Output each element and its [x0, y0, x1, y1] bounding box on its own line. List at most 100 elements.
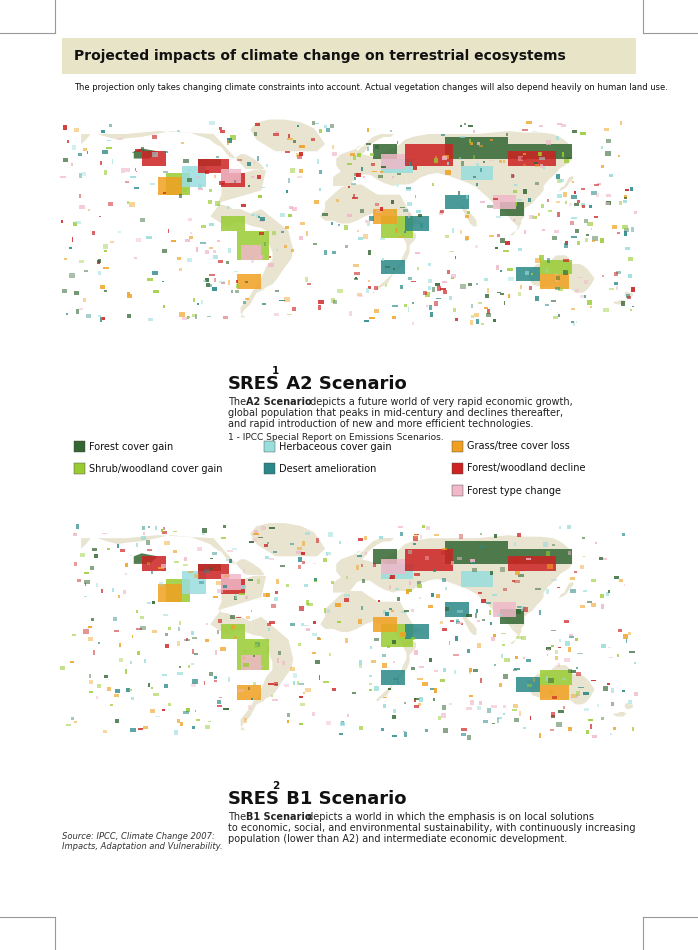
- Bar: [632, 288, 634, 292]
- Bar: [362, 580, 364, 583]
- Bar: [255, 123, 260, 126]
- Polygon shape: [445, 542, 508, 564]
- Bar: [596, 193, 600, 197]
- Bar: [503, 712, 505, 715]
- Bar: [576, 673, 581, 676]
- Bar: [72, 634, 75, 636]
- Bar: [623, 231, 628, 236]
- Bar: [514, 580, 520, 582]
- Bar: [79, 204, 85, 209]
- Bar: [205, 639, 209, 642]
- Bar: [459, 157, 461, 161]
- Bar: [408, 213, 410, 218]
- Bar: [97, 684, 101, 688]
- Bar: [546, 140, 551, 144]
- Bar: [567, 648, 571, 652]
- Bar: [565, 200, 567, 203]
- Polygon shape: [461, 572, 493, 586]
- Bar: [175, 187, 181, 189]
- Bar: [102, 317, 105, 320]
- Polygon shape: [181, 572, 205, 594]
- Bar: [450, 620, 454, 622]
- Bar: [60, 666, 65, 671]
- Bar: [244, 301, 246, 304]
- Bar: [604, 128, 609, 131]
- Bar: [73, 145, 76, 150]
- Bar: [466, 708, 473, 710]
- Bar: [512, 710, 517, 711]
- Bar: [567, 551, 571, 555]
- Bar: [61, 220, 63, 222]
- Bar: [236, 284, 239, 288]
- Polygon shape: [225, 209, 293, 317]
- Bar: [468, 212, 470, 215]
- Bar: [84, 583, 87, 585]
- Bar: [352, 194, 355, 198]
- Bar: [142, 537, 146, 540]
- Bar: [609, 288, 614, 291]
- Bar: [151, 687, 154, 689]
- Bar: [235, 271, 237, 273]
- Bar: [332, 152, 337, 156]
- Bar: [356, 565, 359, 570]
- Bar: [501, 633, 506, 635]
- Bar: [221, 537, 226, 540]
- Bar: [99, 216, 101, 218]
- Bar: [397, 173, 401, 175]
- Bar: [484, 307, 488, 309]
- Bar: [369, 689, 373, 692]
- Bar: [227, 205, 229, 209]
- Bar: [371, 660, 376, 663]
- Bar: [292, 207, 297, 211]
- Bar: [265, 242, 266, 246]
- Bar: [234, 180, 236, 183]
- Bar: [593, 216, 597, 218]
- Bar: [571, 321, 574, 323]
- Bar: [299, 558, 302, 561]
- Bar: [396, 142, 399, 143]
- Bar: [117, 544, 119, 548]
- Bar: [490, 139, 493, 141]
- Bar: [268, 683, 274, 685]
- Bar: [624, 195, 627, 199]
- Bar: [535, 258, 541, 262]
- Bar: [586, 235, 588, 237]
- Bar: [379, 536, 383, 540]
- Polygon shape: [493, 601, 517, 617]
- Bar: [323, 681, 329, 683]
- Bar: [77, 579, 81, 582]
- Bar: [577, 241, 580, 245]
- Bar: [188, 236, 193, 239]
- Bar: [366, 128, 369, 132]
- Bar: [307, 283, 311, 285]
- Bar: [506, 133, 508, 136]
- Bar: [147, 277, 153, 281]
- Bar: [316, 539, 318, 542]
- Bar: [551, 712, 555, 717]
- Bar: [350, 153, 355, 157]
- Bar: [468, 125, 473, 127]
- Bar: [480, 168, 482, 172]
- Bar: [415, 195, 416, 198]
- Bar: [438, 716, 441, 720]
- Bar: [413, 166, 417, 170]
- Polygon shape: [405, 549, 452, 572]
- Bar: [252, 539, 258, 542]
- Bar: [480, 678, 482, 682]
- Polygon shape: [500, 202, 524, 217]
- Bar: [292, 674, 297, 678]
- Bar: [559, 179, 565, 181]
- Bar: [434, 689, 437, 694]
- Bar: [127, 292, 130, 295]
- Text: depicts a future world of very rapid economic growth,: depicts a future world of very rapid eco…: [307, 397, 573, 407]
- Bar: [539, 733, 542, 737]
- Bar: [417, 584, 422, 588]
- Bar: [297, 642, 302, 646]
- Text: Impacts, Adaptation and Vulnerability.: Impacts, Adaptation and Vulnerability.: [62, 842, 223, 851]
- Bar: [124, 590, 126, 594]
- Polygon shape: [508, 557, 556, 572]
- Bar: [217, 589, 223, 593]
- Bar: [286, 583, 289, 587]
- Bar: [214, 676, 217, 678]
- Bar: [186, 178, 192, 182]
